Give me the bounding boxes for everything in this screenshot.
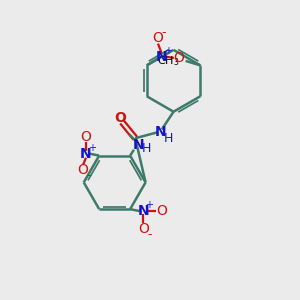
Text: O: O: [152, 31, 164, 45]
Text: O: O: [156, 204, 167, 218]
Text: +: +: [88, 143, 96, 153]
Text: -: -: [162, 26, 166, 40]
Text: O: O: [80, 130, 92, 144]
Text: +: +: [145, 200, 153, 210]
Text: N: N: [154, 125, 166, 139]
Text: H: H: [164, 132, 173, 145]
Text: N: N: [80, 147, 92, 161]
Text: +: +: [164, 46, 172, 56]
Text: N: N: [133, 138, 145, 152]
Text: H: H: [142, 142, 151, 155]
Text: O: O: [138, 222, 149, 236]
Text: O: O: [78, 163, 88, 177]
Text: O: O: [115, 112, 127, 125]
Text: N: N: [138, 204, 149, 218]
Text: -: -: [87, 169, 91, 182]
Text: -: -: [147, 228, 152, 241]
Text: O: O: [173, 51, 184, 65]
Text: N: N: [156, 50, 167, 64]
Text: CH$_3$: CH$_3$: [157, 54, 180, 68]
